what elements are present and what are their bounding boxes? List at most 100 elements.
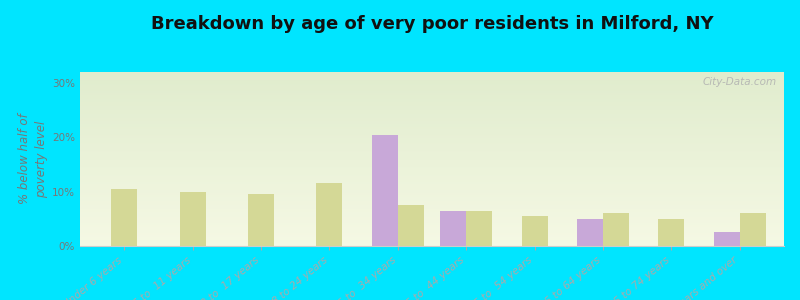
Bar <box>80 86 784 87</box>
Bar <box>80 185 784 186</box>
Bar <box>80 136 784 137</box>
Bar <box>80 113 784 114</box>
Bar <box>80 149 784 150</box>
Bar <box>80 195 784 196</box>
Bar <box>80 215 784 216</box>
Bar <box>80 220 784 221</box>
Bar <box>80 245 784 246</box>
Bar <box>80 139 784 140</box>
Bar <box>80 150 784 151</box>
Bar <box>80 132 784 133</box>
Bar <box>466 211 492 246</box>
Bar <box>80 102 784 103</box>
Bar <box>80 105 784 106</box>
Bar <box>80 137 784 138</box>
Bar <box>80 207 784 208</box>
Bar <box>80 74 784 75</box>
Bar <box>80 163 784 164</box>
Bar <box>80 128 784 129</box>
Bar <box>80 186 784 187</box>
Bar <box>80 77 784 78</box>
Bar <box>80 140 784 141</box>
Bar <box>80 162 784 163</box>
Bar <box>80 121 784 122</box>
Bar <box>577 219 603 246</box>
Bar <box>80 216 784 217</box>
Bar <box>80 122 784 123</box>
Bar <box>80 243 784 244</box>
Bar <box>80 97 784 98</box>
Bar <box>80 80 784 81</box>
Bar <box>80 189 784 190</box>
Bar <box>80 173 784 174</box>
Bar <box>80 76 784 77</box>
Bar <box>80 157 784 158</box>
Bar <box>80 90 784 91</box>
Bar <box>80 174 784 175</box>
Bar <box>80 151 784 152</box>
Bar <box>80 172 784 173</box>
Bar <box>80 176 784 177</box>
Bar <box>80 240 784 241</box>
Bar <box>80 87 784 88</box>
Bar <box>80 158 784 159</box>
Bar <box>80 235 784 236</box>
Bar <box>80 178 784 179</box>
Bar <box>80 144 784 145</box>
Bar <box>80 75 784 76</box>
Bar <box>80 117 784 118</box>
Bar <box>317 184 342 246</box>
Bar <box>80 124 784 125</box>
Bar <box>398 205 424 246</box>
Bar <box>80 131 784 132</box>
Bar <box>80 206 784 207</box>
Bar <box>80 93 784 94</box>
Bar <box>80 89 784 90</box>
Bar <box>80 169 784 170</box>
Bar <box>80 99 784 100</box>
Bar <box>80 209 784 210</box>
Bar <box>80 168 784 169</box>
Bar <box>80 100 784 101</box>
Bar <box>80 222 784 223</box>
Bar <box>80 237 784 238</box>
Bar <box>80 111 784 112</box>
Bar <box>80 182 784 183</box>
Bar <box>80 81 784 82</box>
Bar <box>80 165 784 166</box>
Bar <box>80 223 784 224</box>
Bar <box>603 213 629 246</box>
Bar <box>80 138 784 139</box>
Bar <box>80 191 784 192</box>
Bar <box>80 199 784 200</box>
Bar <box>80 116 784 117</box>
Bar <box>80 238 784 239</box>
Bar <box>80 108 784 109</box>
Bar <box>80 147 784 148</box>
Bar <box>80 156 784 157</box>
Bar <box>80 126 784 127</box>
Bar <box>80 211 784 212</box>
Bar <box>80 233 784 234</box>
Bar <box>80 194 784 195</box>
Bar <box>80 221 784 222</box>
Bar <box>80 129 784 130</box>
Bar <box>80 109 784 110</box>
Bar <box>80 212 784 213</box>
Bar <box>80 72 784 73</box>
Bar <box>80 167 784 168</box>
Bar <box>80 229 784 230</box>
Bar <box>80 170 784 171</box>
Bar <box>80 159 784 160</box>
Bar <box>80 101 784 102</box>
Bar <box>80 230 784 231</box>
Bar <box>80 104 784 105</box>
Bar <box>80 95 784 96</box>
Text: City-Data.com: City-Data.com <box>703 77 777 87</box>
Bar <box>80 244 784 245</box>
Bar <box>80 226 784 227</box>
Bar <box>80 83 784 84</box>
Bar <box>80 190 784 191</box>
Bar <box>80 142 784 143</box>
Bar <box>80 181 784 182</box>
